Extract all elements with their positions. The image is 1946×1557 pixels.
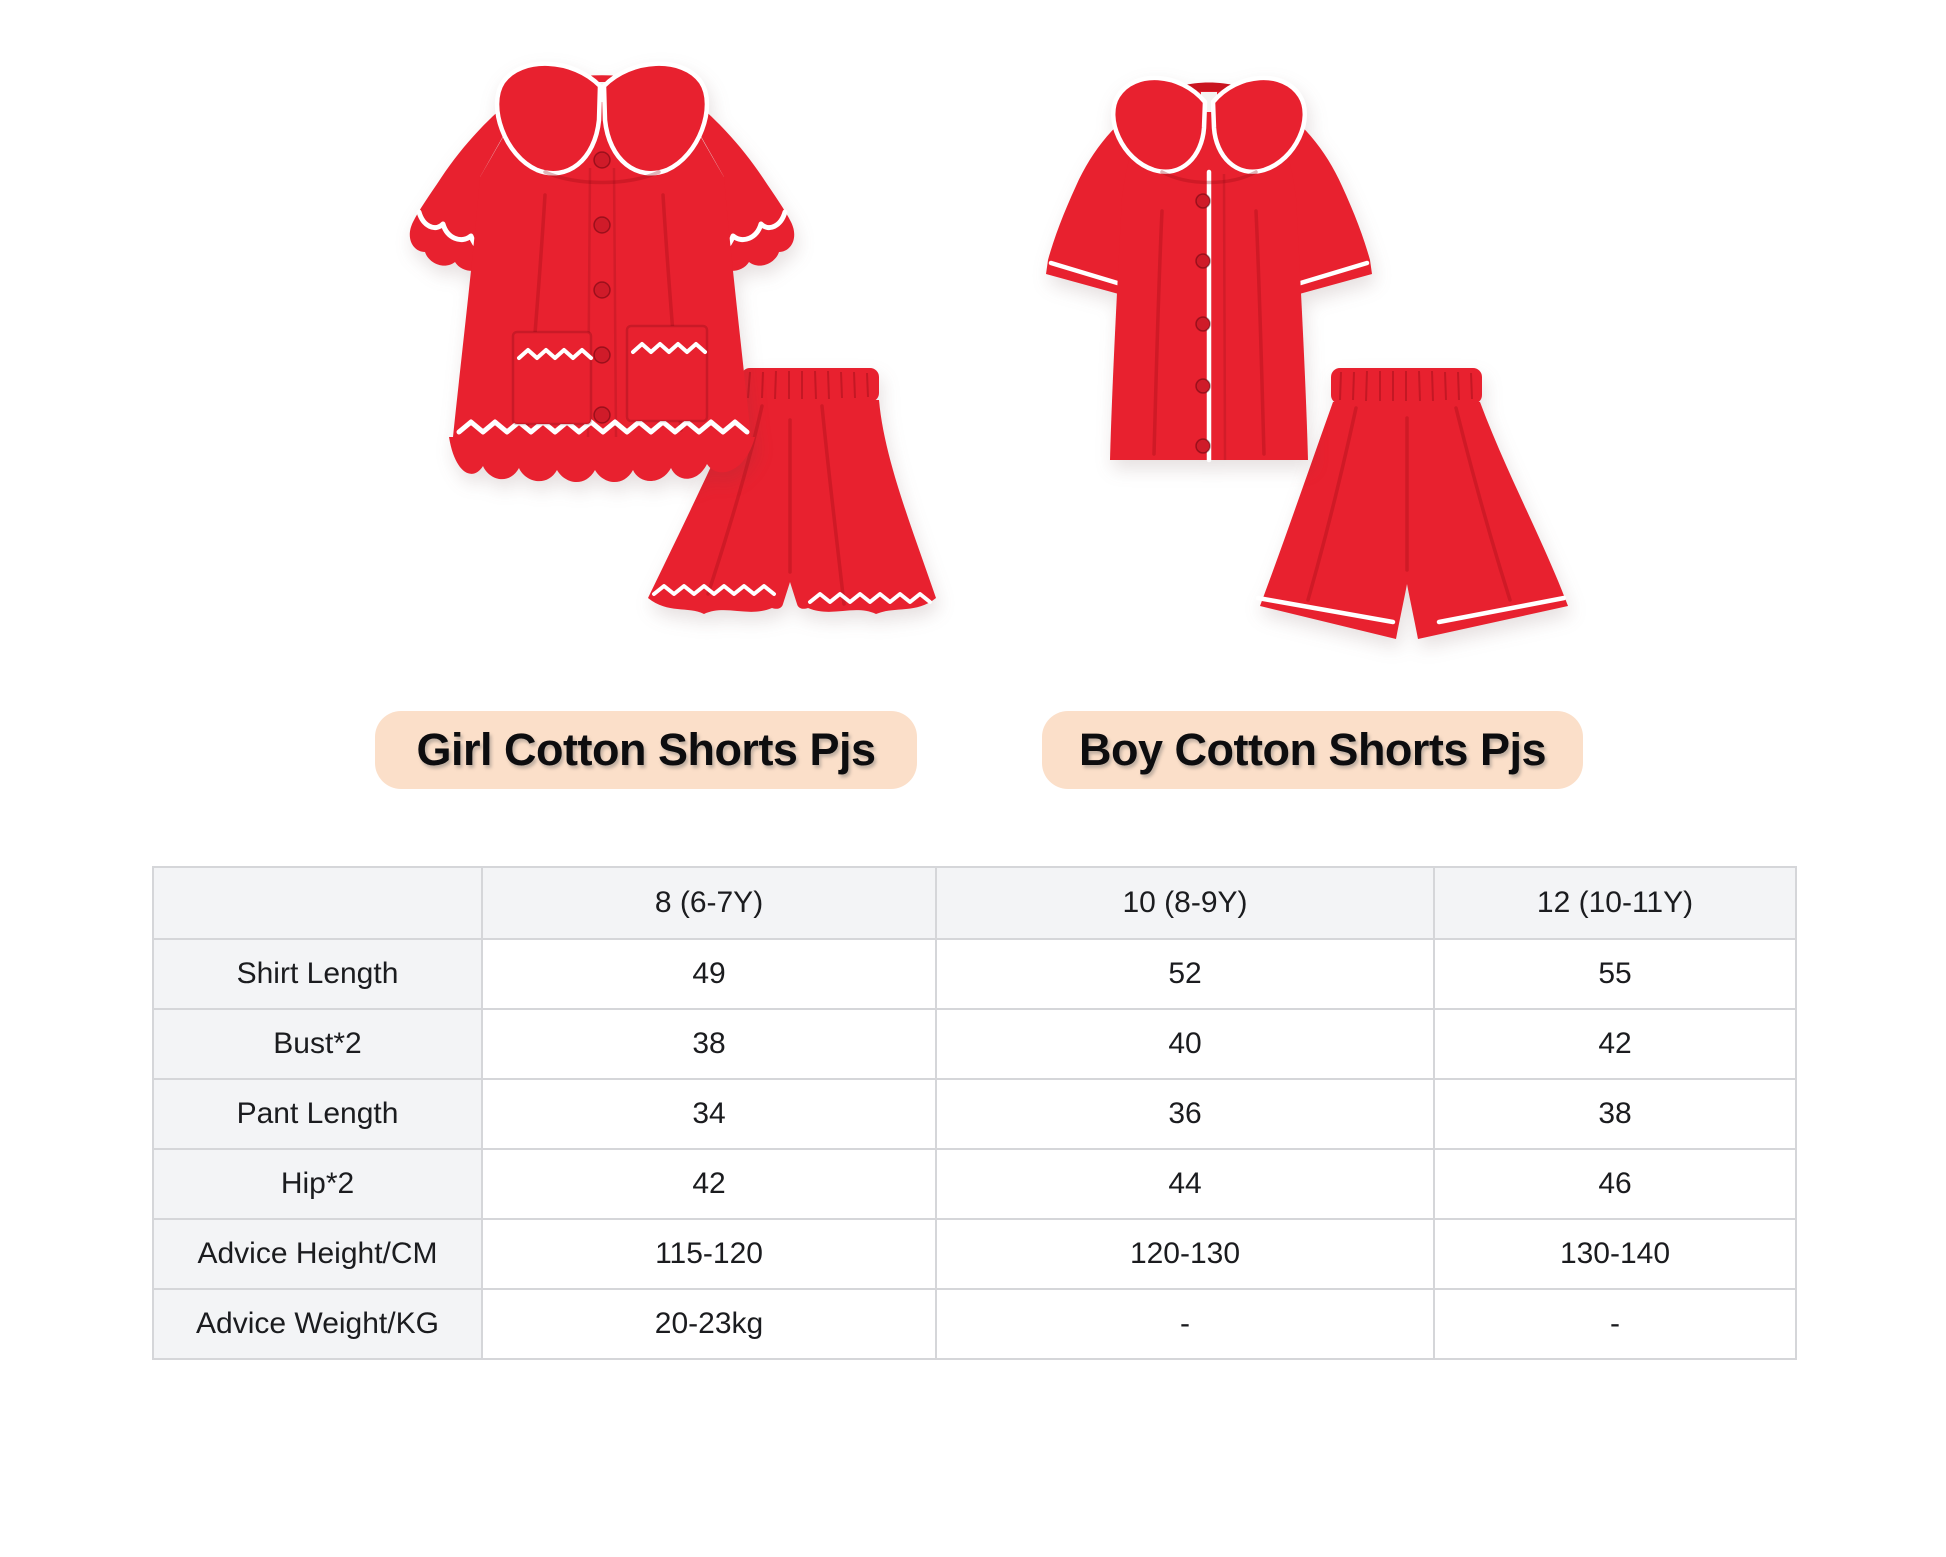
table-row: Shirt Length 49 52 55: [152, 938, 1797, 1010]
size-value-cell: 42: [1433, 1008, 1797, 1080]
corner-cell: [152, 866, 483, 940]
column-header-size-8: 8 (6-7Y): [481, 866, 937, 940]
boy-product-label: Boy Cotton Shorts Pjs: [1042, 711, 1583, 789]
size-value-cell: 46: [1433, 1148, 1797, 1220]
size-value-cell: -: [1433, 1288, 1797, 1360]
size-value-cell: 38: [1433, 1078, 1797, 1150]
size-value-cell: 52: [935, 938, 1435, 1010]
row-label: Bust*2: [152, 1008, 483, 1080]
table-row: Advice Height/CM 115-120 120-130 130-140: [152, 1218, 1797, 1290]
table-row: Bust*2 38 40 42: [152, 1008, 1797, 1080]
size-value-cell: 42: [481, 1148, 937, 1220]
girl-product-label-text: Girl Cotton Shorts Pjs: [416, 724, 876, 775]
size-chart-header-row: 8 (6-7Y) 10 (8-9Y) 12 (10-11Y): [152, 866, 1797, 940]
size-value-cell: 49: [481, 938, 937, 1010]
size-value-cell: 20-23kg: [481, 1288, 937, 1360]
size-value-cell: 36: [935, 1078, 1435, 1150]
row-label: Shirt Length: [152, 938, 483, 1010]
table-row: Pant Length 34 36 38: [152, 1078, 1797, 1150]
size-value-cell: -: [935, 1288, 1435, 1360]
boy-product-label-text: Boy Cotton Shorts Pjs: [1078, 724, 1547, 775]
size-value-cell: 55: [1433, 938, 1797, 1010]
row-label: Hip*2: [152, 1148, 483, 1220]
table-row: Advice Weight/KG 20-23kg - -: [152, 1288, 1797, 1360]
table-row: Hip*2 42 44 46: [152, 1148, 1797, 1220]
boy-shirt-graphic: [1046, 75, 1372, 463]
size-value-cell: 34: [481, 1078, 937, 1150]
size-value-cell: 120-130: [935, 1218, 1435, 1290]
column-header-size-10: 10 (8-9Y): [935, 866, 1435, 940]
girl-shirt-graphic: [409, 61, 795, 483]
row-label: Pant Length: [152, 1078, 483, 1150]
size-value-cell: 130-140: [1433, 1218, 1797, 1290]
size-value-cell: 38: [481, 1008, 937, 1080]
size-value-cell: 115-120: [481, 1218, 937, 1290]
size-value-cell: 44: [935, 1148, 1435, 1220]
boy-pjs-image: [1010, 66, 1590, 666]
size-chart-table: 8 (6-7Y) 10 (8-9Y) 12 (10-11Y) Shirt Len…: [152, 866, 1797, 1360]
column-header-size-12: 12 (10-11Y): [1433, 866, 1797, 940]
girl-pjs-image: [385, 60, 965, 660]
girl-product-label: Girl Cotton Shorts Pjs: [375, 711, 917, 789]
boy-shorts-graphic: [1255, 368, 1568, 639]
row-label: Advice Weight/KG: [152, 1288, 483, 1360]
row-label: Advice Height/CM: [152, 1218, 483, 1290]
size-value-cell: 40: [935, 1008, 1435, 1080]
